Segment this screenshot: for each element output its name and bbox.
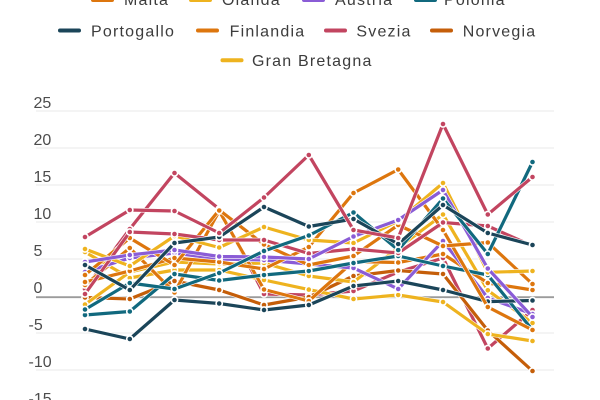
svg-text:-5: -5 [29, 317, 43, 334]
svg-text:Malta: Malta [124, 0, 169, 9]
svg-text:Polonia: Polonia [444, 0, 506, 9]
svg-text:20: 20 [34, 132, 52, 149]
svg-text:Svezia: Svezia [356, 24, 411, 41]
svg-text:Finlandia: Finlandia [230, 24, 306, 41]
svg-text:0: 0 [34, 280, 43, 297]
svg-text:-15: -15 [29, 391, 52, 400]
svg-text:15: 15 [34, 169, 52, 186]
svg-text:10: 10 [34, 206, 52, 223]
svg-text:Gran Bretagna: Gran Bretagna [252, 53, 373, 70]
svg-text:5: 5 [34, 243, 43, 260]
svg-text:Portogallo: Portogallo [91, 24, 175, 41]
svg-text:Olanda: Olanda [222, 0, 281, 9]
svg-text:-10: -10 [29, 354, 52, 371]
svg-text:25: 25 [34, 95, 52, 112]
svg-text:Norvegia: Norvegia [463, 24, 537, 41]
svg-text:Austria: Austria [335, 0, 393, 9]
